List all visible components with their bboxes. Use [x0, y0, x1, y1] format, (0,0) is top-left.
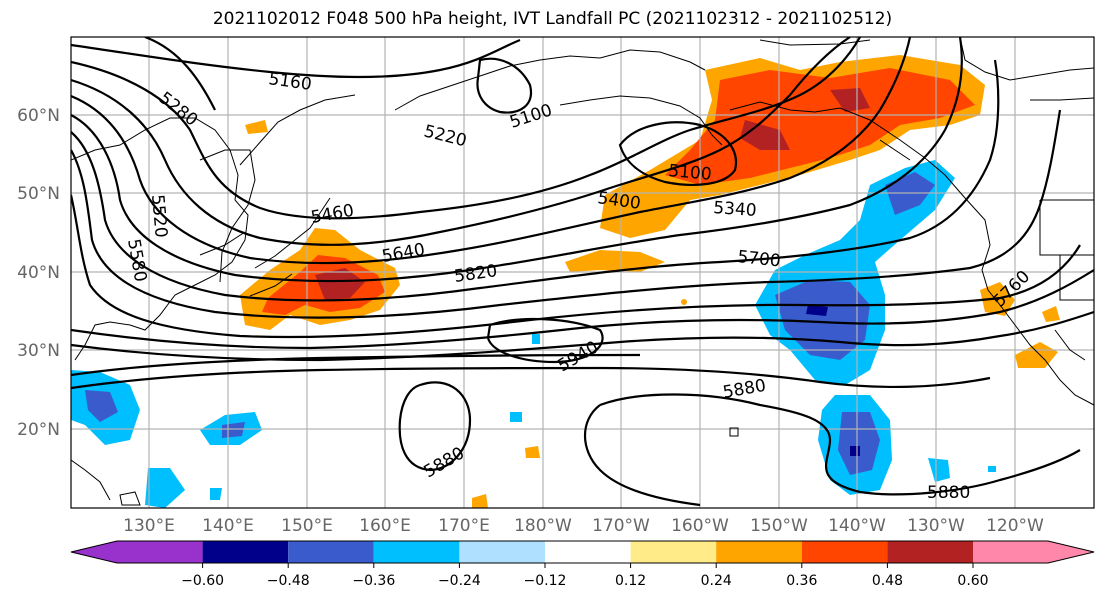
longitude-labels: 130°E 140°E 150°E 160°E 170°E 180°W 170°… [123, 516, 1044, 536]
colorbar-segment [801, 541, 888, 563]
lat-label: 40°N [17, 263, 60, 283]
lon-label: 150°E [281, 516, 333, 536]
lon-label: 160°W [671, 516, 729, 536]
colorbar: −0.60 −0.48 −0.36 −0.24 −0.12 0.12 0.24 … [70, 540, 1095, 589]
lon-label: 170°E [438, 516, 490, 536]
lon-label: 130°W [907, 516, 965, 536]
colorbar-tick-label: 0.24 [701, 573, 732, 589]
contour-label: 5520 [147, 194, 171, 239]
map-title: 2021102012 F048 500 hPa height, IVT Land… [212, 9, 893, 29]
colorbar-segment [288, 541, 374, 563]
colorbar-tick-label: −0.36 [352, 573, 395, 589]
graticule-grid [71, 37, 1094, 508]
colorbar-segment [117, 541, 203, 563]
colorbar-tick-label: −0.12 [524, 573, 567, 589]
contour-label: 5880 [927, 483, 970, 503]
colorbar-tick-label: −0.48 [267, 573, 310, 589]
coastlines [71, 37, 1094, 506]
colorbar-segment [887, 541, 973, 563]
colorbar-segment [630, 541, 717, 563]
colorbar-tick-label: −0.60 [181, 573, 224, 589]
colorbar-extend-low [71, 541, 117, 563]
ivt-positive-shading [240, 55, 1060, 508]
lon-label: 120°W [986, 516, 1044, 536]
contour-label: 5700 [736, 247, 781, 271]
colorbar-extend-high [1048, 541, 1094, 563]
lon-label: 170°W [592, 516, 650, 536]
lat-label: 50°N [17, 184, 60, 204]
latitude-labels: 60°N 50°N 40°N 30°N 20°N [17, 106, 60, 440]
colorbar-segment [202, 541, 289, 563]
map-frame [70, 36, 1095, 509]
colorbar-outline [70, 540, 1095, 564]
contour-label: 5100 [668, 161, 713, 185]
lon-label: 180°W [514, 516, 572, 536]
lon-label: 160°E [359, 516, 411, 536]
lat-label: 60°N [17, 106, 60, 126]
lon-label: 140°W [828, 516, 886, 536]
colorbar-tick-label: 0.36 [786, 573, 817, 589]
lat-label: 20°N [17, 420, 60, 440]
colorbar-ticks [202, 563, 974, 568]
colorbar-segment [373, 541, 460, 563]
colorbar-segment [459, 541, 545, 563]
colorbar-segment [716, 541, 802, 563]
colorbar-tick-label: 0.48 [872, 573, 903, 589]
lat-label: 30°N [17, 341, 60, 361]
colorbar-tick-label: 0.60 [957, 573, 988, 589]
map-plot-area: 5160 5280 5220 5100 5100 5400 5340 5460 … [71, 37, 1094, 508]
colorbar-segment [545, 541, 631, 563]
lon-label: 150°W [750, 516, 808, 536]
contour-label: 5340 [713, 198, 758, 221]
colorbar-segment [973, 541, 1048, 563]
height-contours [71, 37, 1094, 507]
colorbar-tick-label: 0.12 [615, 573, 646, 589]
lon-label: 140°E [202, 516, 254, 536]
lon-label: 130°E [123, 516, 175, 536]
colorbar-tick-label: −0.24 [438, 573, 481, 589]
